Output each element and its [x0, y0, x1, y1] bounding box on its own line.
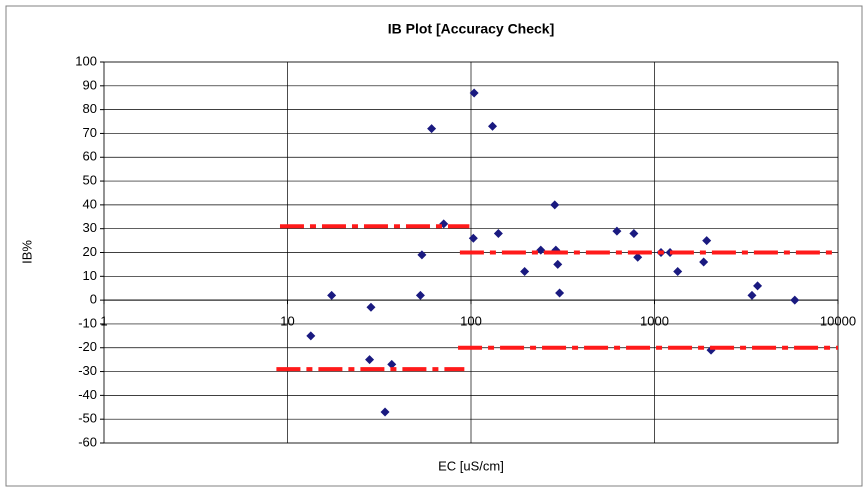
y-tick-label: -30 — [78, 363, 97, 378]
y-tick-label: -40 — [78, 387, 97, 402]
data-point — [427, 124, 437, 134]
data-point — [699, 257, 709, 267]
x-tick-label: 10000 — [820, 314, 856, 329]
y-tick-label: 80 — [83, 101, 97, 116]
data-point — [380, 407, 390, 417]
x-tick-label: 1000 — [640, 314, 669, 329]
y-tick-label: 0 — [90, 292, 97, 307]
y-tick-label: 90 — [83, 77, 97, 92]
x-axis-label: EC [uS/cm] — [438, 458, 504, 473]
y-axis-label: IB% — [19, 240, 34, 264]
data-point — [629, 228, 639, 238]
data-point — [753, 281, 763, 291]
data-point — [415, 290, 425, 300]
y-tick-label: 10 — [83, 268, 97, 283]
y-tick-label: 40 — [83, 196, 97, 211]
y-tick-label: -60 — [78, 434, 97, 449]
y-tick-label: 70 — [83, 125, 97, 140]
data-point — [417, 250, 427, 260]
y-tick-label: 100 — [75, 53, 97, 68]
data-point — [520, 267, 530, 277]
y-tick-label: 20 — [83, 244, 97, 259]
data-point — [790, 295, 800, 305]
data-point — [612, 226, 622, 236]
data-point — [550, 200, 560, 210]
y-tick-label: 30 — [83, 220, 97, 235]
y-tick-label: 60 — [83, 149, 97, 164]
data-point — [327, 290, 337, 300]
data-point — [673, 267, 683, 277]
data-point — [306, 331, 316, 341]
data-point — [536, 245, 546, 255]
data-point — [555, 288, 565, 298]
data-point — [633, 252, 643, 262]
x-tick-label: 10 — [280, 314, 294, 329]
y-tick-label: -10 — [78, 315, 97, 330]
x-tick-label: 100 — [460, 314, 482, 329]
data-point — [366, 302, 376, 312]
data-point — [365, 355, 375, 365]
data-point — [702, 236, 712, 246]
y-tick-label: 50 — [83, 173, 97, 188]
x-tick-label: 1 — [100, 314, 107, 329]
y-tick-label: -50 — [78, 411, 97, 426]
data-point — [747, 290, 757, 300]
data-point — [488, 121, 498, 131]
data-point — [493, 228, 503, 238]
data-point — [553, 259, 563, 269]
data-point — [387, 359, 397, 369]
data-point — [469, 88, 479, 98]
chart-title: IB Plot [Accuracy Check] — [388, 21, 555, 37]
y-tick-label: -20 — [78, 339, 97, 354]
data-point — [468, 233, 478, 243]
